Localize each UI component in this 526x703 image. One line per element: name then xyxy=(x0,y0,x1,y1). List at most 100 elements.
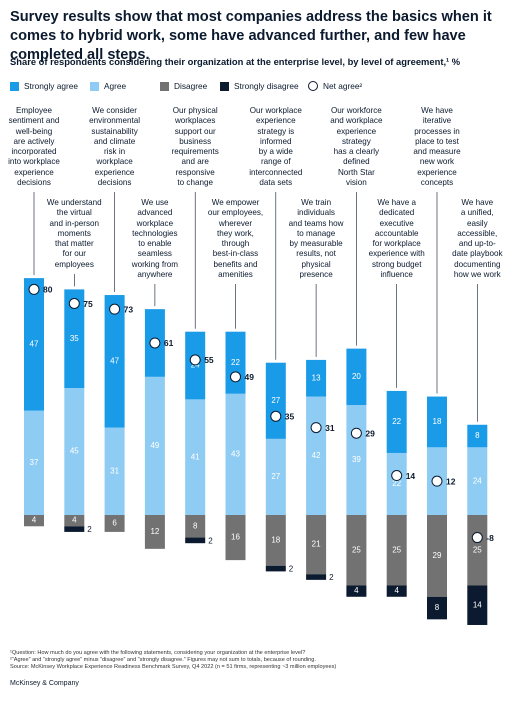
bar-segment xyxy=(346,515,367,586)
legend-swatch xyxy=(10,81,19,91)
segment-label: 18 xyxy=(433,417,442,426)
footnote: Source: McKinsey Workplace Experience Re… xyxy=(10,664,337,670)
legend: Strongly agree Agree Disagree Strongly disa… xyxy=(10,81,520,95)
segment-label: 14 xyxy=(473,600,482,609)
segment-label: 2 xyxy=(87,525,92,534)
legend-label: Strongly disagree xyxy=(234,81,299,91)
bar-segment xyxy=(306,515,327,575)
chart: 3747480453542753147673492412614124825543… xyxy=(24,192,494,625)
segment-label: 20 xyxy=(352,372,361,381)
bar-segment xyxy=(467,424,488,448)
bar-segment xyxy=(265,362,286,439)
category-label: We have a dedicated executive accountabl… xyxy=(368,198,425,280)
segment-label: 8 xyxy=(193,521,198,530)
net-agree-label: 14 xyxy=(406,471,416,481)
bar-segment xyxy=(24,515,44,527)
legend-swatch xyxy=(308,81,318,91)
segment-label: 49 xyxy=(150,441,159,450)
net-agree-marker xyxy=(391,470,403,482)
bar-segment xyxy=(64,388,85,515)
bar-segment xyxy=(386,452,407,515)
bar-segment xyxy=(24,410,44,515)
segment-label: 27 xyxy=(271,396,280,405)
bar-segment xyxy=(185,515,206,538)
net-agree-marker xyxy=(270,410,282,422)
bar-segment xyxy=(427,396,447,448)
net-agree-label: 31 xyxy=(325,423,335,433)
legend-label: Agree xyxy=(104,81,127,91)
net-agree-marker xyxy=(28,283,40,295)
net-agree-label: 55 xyxy=(204,355,214,365)
category-label: Our workplace experience strategy is inf… xyxy=(249,106,303,188)
net-agree-marker xyxy=(230,371,241,383)
bar-segment xyxy=(185,399,206,515)
net-agree-marker xyxy=(149,337,161,349)
bar-segment xyxy=(306,574,327,580)
net-agree-label: 73 xyxy=(124,304,134,314)
segment-label: 2 xyxy=(289,565,294,574)
segment-label: 4 xyxy=(394,586,399,595)
net-agree-marker xyxy=(68,298,80,309)
bar-segment xyxy=(346,348,367,406)
bar-segment xyxy=(386,515,407,586)
segment-label: 22 xyxy=(392,479,401,488)
chart-subtitle: Share of respondents considering their o… xyxy=(10,56,461,67)
segment-label: 2 xyxy=(208,536,213,545)
bar-segment xyxy=(225,515,246,561)
legend-item: Strongly agree xyxy=(10,81,78,91)
segment-label: 4 xyxy=(32,516,37,525)
category-label: Employee sentiment and well-being are ac… xyxy=(8,106,60,188)
category-label: We use advanced workplace technologies t… xyxy=(131,198,179,280)
bar-segment xyxy=(64,289,85,389)
segment-label: 39 xyxy=(352,455,361,464)
legend-item: Net agree² xyxy=(308,81,362,91)
bar-segment xyxy=(24,278,44,411)
segment-label: 41 xyxy=(191,452,200,461)
net-agree-marker xyxy=(350,427,362,439)
segment-label: 4 xyxy=(354,586,359,595)
segment-label: 29 xyxy=(433,551,442,560)
bar-segment xyxy=(467,515,488,586)
net-agree-label: 80 xyxy=(43,285,53,295)
net-agree-marker xyxy=(109,303,121,315)
bar-segment xyxy=(346,585,367,597)
segment-label: 13 xyxy=(312,373,321,382)
segment-label: 45 xyxy=(70,447,79,456)
footnote: ¹Question: How much do you agree with th… xyxy=(10,650,306,656)
bar-segment xyxy=(185,331,206,400)
legend-item: Strongly disagree xyxy=(220,81,299,91)
net-agree-marker xyxy=(431,475,443,487)
segment-label: 6 xyxy=(112,519,117,528)
bar-segment xyxy=(306,359,327,397)
bar-segment xyxy=(386,390,407,453)
legend-swatch xyxy=(90,81,99,91)
legend-label: Net agree² xyxy=(323,81,363,91)
segment-label: 25 xyxy=(473,545,482,554)
legend-swatch xyxy=(220,81,229,91)
segment-label: 4 xyxy=(72,516,77,525)
segment-label: 47 xyxy=(110,356,119,365)
bar-segment xyxy=(427,596,447,620)
net-agree-label: 12 xyxy=(446,476,456,486)
bar-segment xyxy=(265,438,286,515)
segment-label: 25 xyxy=(392,545,401,554)
bar-segment xyxy=(427,515,447,597)
segment-label: 35 xyxy=(70,334,79,343)
segment-label: 43 xyxy=(231,449,240,458)
net-agree-label: 35 xyxy=(285,412,295,422)
net-agree-label: 29 xyxy=(365,428,375,438)
net-agree-marker xyxy=(189,354,201,366)
category-label: We understand the virtual and in-person … xyxy=(46,198,102,269)
category-label: We have iterative processes in place to … xyxy=(413,106,461,188)
segment-label: 8 xyxy=(435,603,440,612)
segment-label: 31 xyxy=(110,466,119,475)
net-agree-label: 49 xyxy=(245,372,255,382)
segment-label: 42 xyxy=(312,451,321,460)
footnotes: ¹Question: How much do you agree with th… xyxy=(10,650,520,671)
bar-segment xyxy=(467,585,488,625)
bar-segment xyxy=(104,295,125,428)
bar-segment xyxy=(144,515,165,549)
legend-swatch xyxy=(160,81,169,91)
category-label: We train individuals and teams how to ma… xyxy=(288,198,344,280)
net-agree-marker xyxy=(471,532,483,544)
